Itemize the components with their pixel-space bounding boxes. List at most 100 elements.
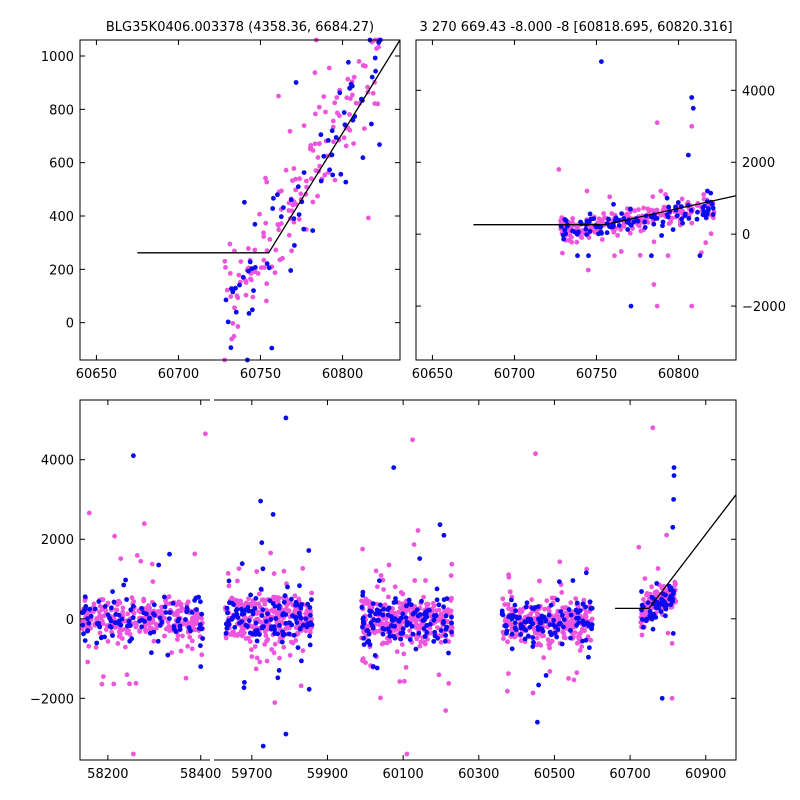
data-point-series-b: [86, 643, 92, 649]
data-point-series-a: [705, 188, 710, 194]
data-point-series-a: [580, 601, 586, 607]
data-point-series-b: [679, 196, 685, 202]
data-point-series-a: [318, 178, 324, 184]
data-point-series-a: [547, 629, 553, 635]
data-point-series-b: [574, 239, 580, 245]
model-line: [137, 39, 401, 254]
data-point-series-a: [523, 628, 529, 633]
data-point-series-a: [240, 608, 245, 614]
data-point-series-b: [247, 639, 253, 644]
data-point-series-b: [579, 644, 585, 649]
data-point-series-a: [196, 626, 202, 631]
data-point-series-a: [305, 621, 310, 627]
data-point-series-b: [261, 234, 267, 239]
data-point-series-a: [263, 619, 269, 624]
data-point-series-b: [568, 600, 574, 606]
data-point-series-a: [391, 465, 397, 470]
data-point-series-a: [538, 620, 544, 625]
x-tick-label: 60100: [382, 767, 423, 782]
data-point-series-b: [701, 192, 707, 197]
data-point-series-a: [127, 638, 133, 644]
data-point-series-b: [654, 120, 660, 126]
data-point-series-b: [86, 510, 92, 516]
data-point-series-a: [700, 205, 706, 211]
data-point-series-a: [639, 589, 644, 594]
data-point-series-a: [370, 623, 375, 629]
data-point-series-b: [529, 597, 535, 602]
data-point-series-a: [524, 600, 530, 606]
data-point-series-b: [180, 633, 185, 639]
y-tick-label: 0: [742, 228, 750, 243]
data-point-series-a: [558, 609, 564, 614]
data-point-series-b: [663, 192, 668, 197]
data-point-series-b: [286, 609, 292, 615]
data-point-series-a: [369, 74, 375, 80]
data-point-series-a: [512, 602, 518, 608]
data-point-series-a: [566, 607, 572, 612]
data-point-series-b: [542, 606, 547, 612]
data-point-series-b: [230, 321, 236, 326]
data-point-series-b: [400, 608, 405, 613]
data-point-series-a: [539, 613, 545, 619]
data-point-series-b: [576, 636, 582, 641]
data-point-series-a: [126, 619, 132, 625]
data-point-series-a: [635, 218, 641, 224]
data-point-series-a: [188, 628, 193, 634]
data-point-series-b: [175, 608, 181, 614]
data-point-series-b: [403, 665, 409, 670]
data-point-series-b: [506, 572, 511, 578]
data-point-series-a: [529, 620, 535, 626]
data-point-series-a: [586, 623, 592, 629]
data-point-series-a: [434, 597, 440, 603]
data-point-series-a: [525, 633, 531, 639]
data-point-series-b: [150, 579, 156, 584]
data-point-series-b: [276, 93, 281, 99]
data-point-series-b: [654, 207, 660, 213]
data-point-series-b: [446, 681, 452, 686]
data-point-series-b: [502, 602, 508, 607]
data-point-series-b: [505, 639, 510, 645]
data-point-series-a: [276, 668, 282, 673]
data-point-series-b: [272, 270, 278, 276]
data-point-series-b: [280, 255, 285, 261]
data-point-series-a: [293, 616, 299, 621]
data-point-series-a: [258, 586, 264, 592]
data-point-series-b: [254, 655, 260, 661]
data-point-series-b: [82, 598, 88, 603]
data-point-series-b: [271, 571, 277, 576]
data-point-series-a: [378, 602, 383, 608]
data-point-series-b: [348, 96, 353, 101]
data-point-series-b: [322, 172, 328, 178]
data-point-series-a: [670, 524, 676, 530]
data-point-series-b: [273, 247, 279, 253]
data-point-series-a: [270, 512, 276, 517]
data-point-series-a: [377, 578, 382, 584]
data-point-series-b: [365, 84, 370, 90]
data-point-series-a: [197, 622, 203, 627]
data-point-series-b: [119, 636, 125, 641]
data-point-series-b: [183, 675, 189, 681]
data-point-series-b: [146, 603, 151, 609]
data-point-series-a: [303, 616, 309, 622]
data-point-series-a: [265, 611, 270, 617]
data-point-series-a: [689, 95, 695, 100]
data-point-series-a: [557, 579, 562, 585]
data-point-series-b: [360, 546, 365, 552]
data-point-series-b: [287, 128, 293, 134]
data-point-series-a: [535, 627, 541, 632]
data-point-series-b: [256, 591, 262, 597]
data-point-series-a: [275, 675, 281, 681]
data-point-series-b: [649, 584, 654, 590]
data-point-series-a: [279, 639, 285, 645]
data-point-series-a: [409, 624, 415, 629]
data-point-series-b: [283, 167, 289, 173]
data-point-series-a: [288, 197, 294, 203]
data-point-series-a: [649, 594, 655, 600]
data-point-series-a: [273, 616, 279, 621]
data-point-series-b: [167, 628, 172, 634]
data-point-series-a: [257, 632, 262, 637]
data-point-series-a: [110, 633, 115, 638]
data-point-series-a: [128, 607, 134, 613]
y-tick-label: 4000: [742, 84, 775, 99]
data-point-series-b: [91, 601, 97, 607]
